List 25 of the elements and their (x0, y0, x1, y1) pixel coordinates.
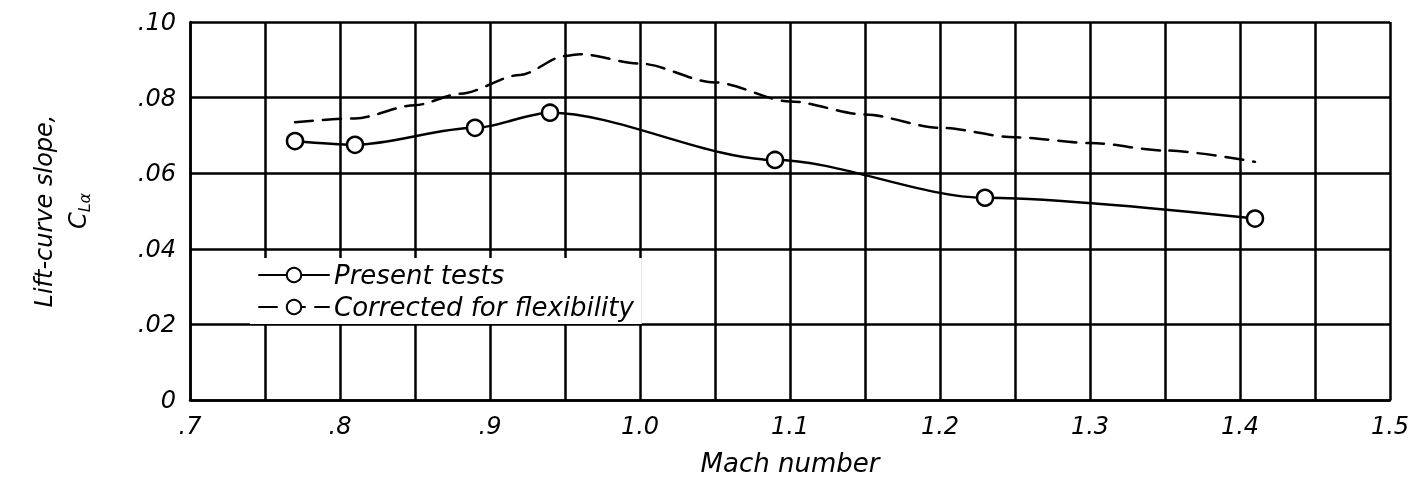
legend-label: Present tests (334, 260, 505, 290)
x-tick-label: 1.1 (770, 412, 810, 440)
point (345, 135, 365, 155)
point (285, 131, 305, 151)
y-tick-label: .08 (137, 83, 176, 112)
x-tick-label: 1.5 (1370, 412, 1410, 440)
point (975, 188, 995, 208)
x-tick-label: 1.3 (1070, 412, 1110, 440)
x-tick-label: 1.0 (620, 412, 660, 440)
x-tick-label: 1.4 (1220, 412, 1260, 440)
x-tick-label: .9 (478, 412, 502, 440)
y-tick-label: .04 (137, 234, 176, 263)
x-tick-label: 1.2 (920, 412, 960, 440)
y-tick-label: .06 (137, 159, 176, 188)
x-tick-label: .7 (178, 412, 203, 440)
x-axis-title: Mach number (700, 448, 882, 478)
point (765, 150, 785, 170)
point (465, 118, 485, 138)
y-tick-label: .10 (137, 8, 176, 36)
point (1245, 209, 1265, 228)
y-tick-label: .02 (137, 310, 176, 339)
y-tick-label: 0 (160, 386, 176, 414)
x-tick-label: .8 (328, 412, 352, 440)
point (540, 103, 560, 122)
legend-label: Corrected for flexibility (334, 292, 635, 322)
